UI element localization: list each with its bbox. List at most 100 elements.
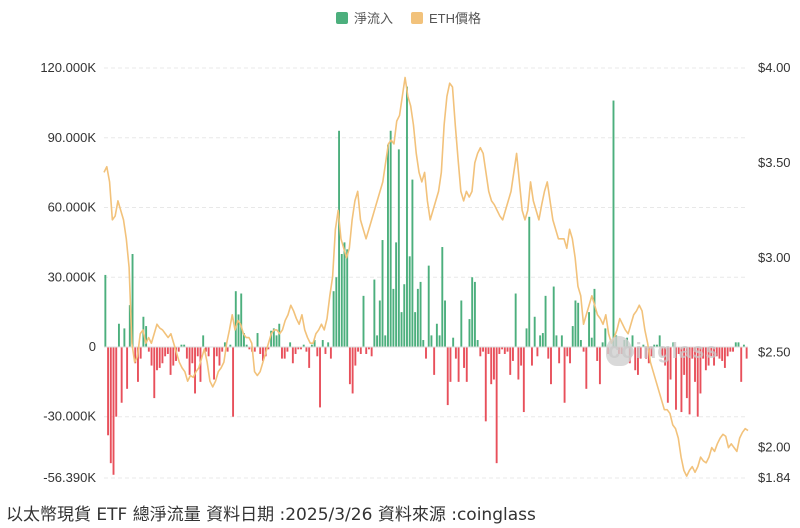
outflow-bar [563, 347, 566, 403]
outflow-bar [680, 347, 683, 413]
outflow-bar [454, 347, 457, 359]
inflow-bar [245, 344, 248, 347]
inflow-bar [737, 342, 740, 347]
outflow-bar [294, 347, 297, 354]
inflow-bar [397, 149, 400, 348]
inflow-bar [460, 300, 463, 347]
legend-item-flow[interactable]: 淨流入 [336, 8, 393, 27]
watermark: coinglass [608, 338, 719, 363]
inflow-bar [362, 295, 365, 347]
outflow-bar [248, 347, 251, 350]
left-tick-label: -56.390K [43, 470, 96, 485]
inflow-bar [145, 326, 148, 347]
inflow-bar [539, 335, 542, 348]
outflow-bar [134, 347, 137, 364]
inflow-bar [128, 305, 131, 347]
inflow-bar [414, 312, 417, 348]
legend-item-price[interactable]: ETH價格 [411, 8, 481, 27]
outflow-bar [166, 347, 169, 354]
outflow-bar [501, 347, 504, 350]
outflow-bar [598, 347, 601, 385]
outflow-bar [351, 347, 354, 394]
inflow-bar [335, 277, 338, 347]
inflow-bar [392, 288, 395, 348]
inflow-bar [672, 342, 675, 347]
outflow-bar [433, 347, 436, 375]
outflow-bar [324, 347, 327, 354]
outflow-bar [688, 347, 691, 415]
outflow-bar [175, 347, 177, 361]
outflow-bar [729, 347, 732, 352]
inflow-bar [590, 337, 593, 347]
inflow-bar [202, 335, 205, 348]
outflow-bar [509, 347, 512, 375]
right-tick-label: $3.50 [758, 155, 791, 170]
inflow-bar [579, 340, 582, 347]
inflow-bar [411, 179, 414, 347]
inflow-bar [476, 340, 479, 347]
outflow-bar [718, 347, 721, 359]
inflow-bar [310, 344, 313, 347]
inflow-bar [552, 286, 555, 347]
outflow-bar [194, 347, 196, 394]
inflow-bar [555, 335, 558, 348]
eth-price-line [103, 76, 749, 477]
inflow-bar [656, 344, 658, 347]
outflow-bar [153, 347, 156, 399]
coinglass-logo-icon [606, 336, 632, 366]
outflow-bar [215, 347, 218, 357]
outflow-bar [495, 347, 498, 464]
outflow-bar [259, 347, 262, 354]
outflow-bar [645, 347, 648, 359]
outflow-bar [723, 347, 726, 368]
outflow-bar [150, 347, 153, 366]
inflow-bar [416, 288, 419, 348]
inflow-bar [343, 242, 346, 348]
inflow-bar [430, 335, 433, 348]
left-tick-label: 120.000K [40, 60, 96, 75]
outflow-bar [683, 347, 686, 375]
inflow-bar [338, 130, 340, 347]
outflow-bar [191, 347, 194, 364]
outflow-bar [566, 347, 569, 357]
inflow-bar [574, 300, 577, 347]
outflow-bar [721, 347, 724, 361]
inflow-bar [272, 328, 275, 347]
inflow-bar [240, 293, 243, 347]
outflow-bar [517, 347, 520, 380]
inflow-bar [237, 314, 240, 347]
outflow-bar [506, 347, 509, 352]
outflow-bar [685, 347, 688, 399]
right-tick-label: $3.00 [758, 250, 791, 265]
inflow-bar [612, 100, 615, 347]
inflow-bar [642, 344, 645, 347]
outflow-bar [490, 347, 493, 385]
inflow-bar [332, 291, 335, 347]
inflow-bar [525, 328, 528, 347]
left-tick-label: 60.000K [48, 200, 97, 215]
right-tick-label: $1.84 [758, 470, 791, 485]
inflow-bar [242, 333, 245, 347]
inflow-bar [571, 326, 574, 347]
outflow-bar [147, 347, 150, 352]
inflow-bar [452, 337, 455, 347]
outflow-bar [286, 347, 289, 352]
outflow-bar [503, 347, 506, 354]
inflow-bar [471, 277, 474, 347]
inflow-bar [441, 247, 444, 347]
inflow-bar [256, 333, 259, 347]
outflow-bar [137, 347, 139, 382]
outflow-bar [596, 347, 599, 361]
outflow-bar [169, 347, 172, 375]
outflow-bar [661, 347, 664, 357]
inflow-bar [601, 342, 604, 347]
inflow-bar [604, 328, 607, 347]
inflow-bar [514, 293, 517, 347]
outflow-bar [139, 347, 142, 359]
inflow-bar [278, 323, 281, 347]
inflow-bar [234, 291, 237, 347]
left-tick-label: 90.000K [48, 130, 97, 145]
outflow-bar [691, 347, 694, 359]
inflow-bar [742, 344, 745, 347]
legend-label-price: ETH價格 [429, 11, 482, 26]
